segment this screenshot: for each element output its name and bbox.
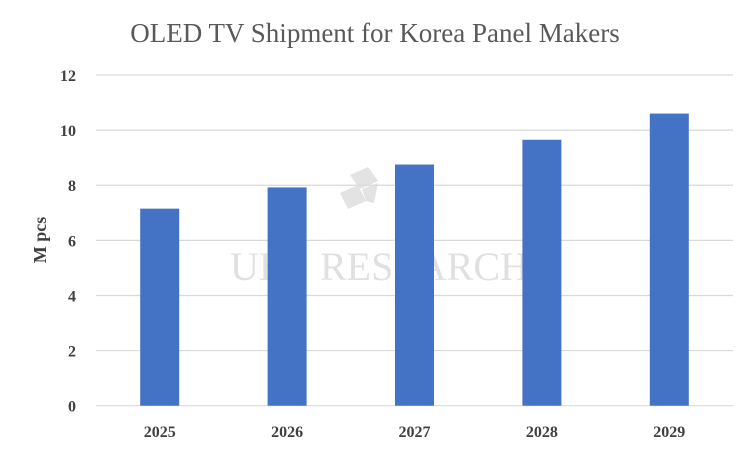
x-tick-label: 2029 [653, 424, 685, 441]
x-tick-label: 2027 [399, 424, 431, 441]
y-tick-label: 8 [68, 178, 76, 195]
x-tick-label: 2025 [144, 424, 176, 441]
bar-2028 [522, 139, 562, 406]
x-tick-label: 2028 [526, 424, 558, 441]
bar-2026 [267, 187, 307, 406]
x-tick-label: 2026 [271, 424, 303, 441]
chart-title: OLED TV Shipment for Korea Panel Makers [130, 18, 620, 48]
bar-2025 [140, 208, 180, 406]
y-tick-label: 6 [68, 233, 76, 250]
y-tick-label: 2 [68, 344, 76, 361]
y-tick-label: 4 [68, 288, 76, 305]
y-axis-label: M pcs [30, 217, 50, 264]
bar-2029 [649, 113, 689, 406]
bar-2027 [395, 164, 434, 406]
y-tick-label: 12 [60, 68, 76, 85]
y-tick-label: 10 [60, 123, 76, 140]
y-tick-label: 0 [68, 399, 76, 416]
